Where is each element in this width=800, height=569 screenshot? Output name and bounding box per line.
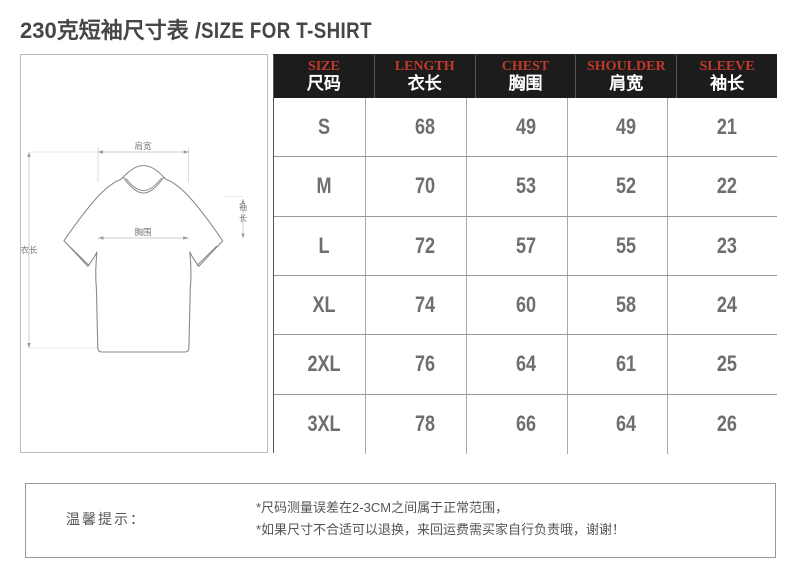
svg-text:胸围: 胸围	[134, 227, 151, 237]
svg-text:肩宽: 肩宽	[134, 141, 152, 151]
svg-text:衣长: 衣长	[21, 245, 38, 255]
svg-text:袖: 袖	[239, 202, 247, 212]
svg-text:长: 长	[239, 213, 247, 223]
